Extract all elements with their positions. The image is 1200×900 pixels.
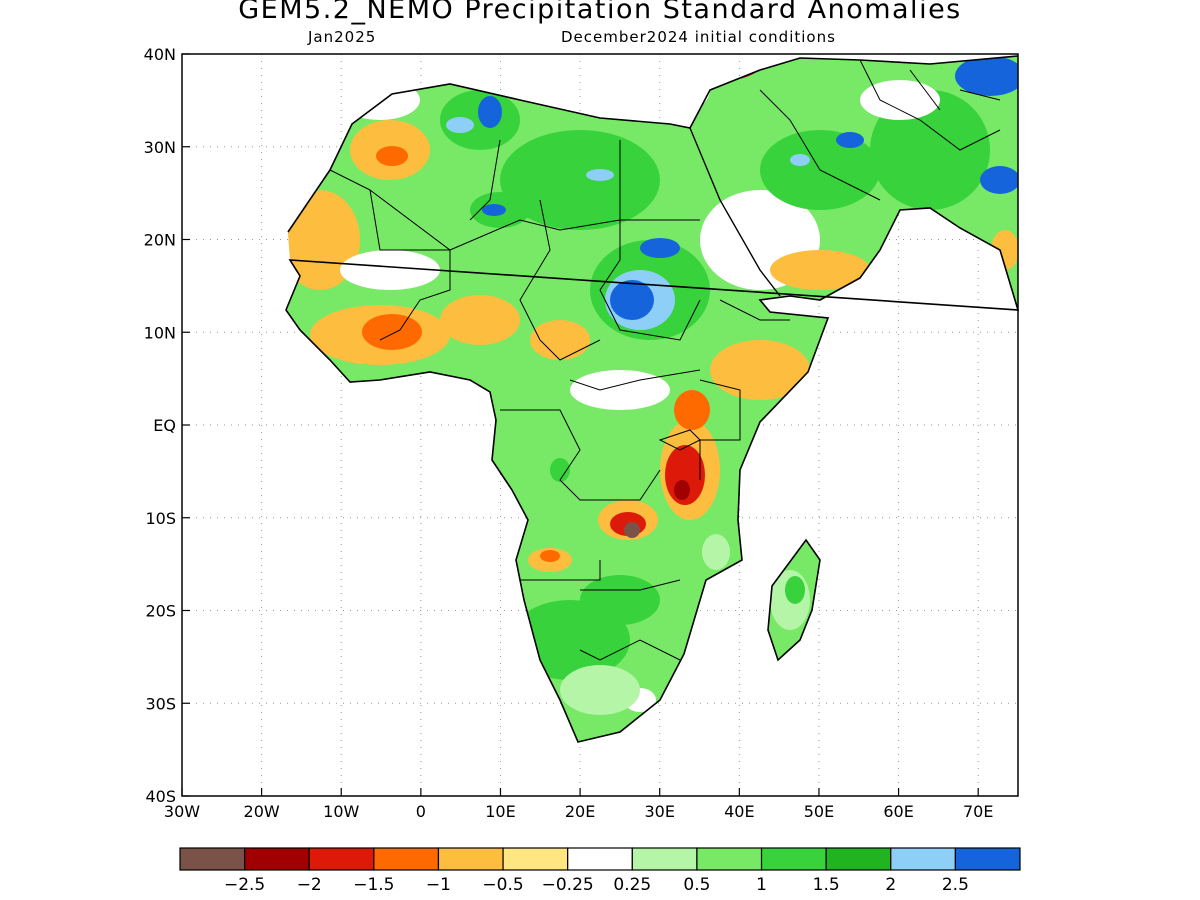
lon-label: 0: [416, 802, 426, 821]
colorbar-swatch: [696, 847, 763, 871]
lat-label: 40N: [144, 45, 176, 64]
colorbar-swatch: [308, 847, 375, 871]
lat-label: 10S: [145, 509, 176, 528]
colorbar-label: −2: [297, 875, 322, 895]
colorbar-label: 0.25: [613, 875, 651, 895]
colorbar-label: 2: [885, 875, 896, 895]
lat-label: 40S: [145, 787, 176, 806]
colorbar-legend: −2.5 −2 −1.5 −1 −0.5 −0.25 0.25 0.5 1 1.5 2 2.5: [179, 847, 1021, 895]
colorbar-swatch: [825, 847, 892, 871]
latitude-ticks: 40N 30N 20N 10N EQ 10S 20S 30S 40S: [144, 45, 190, 806]
colorbar-swatch: [373, 847, 440, 871]
lat-label: 10N: [144, 323, 176, 342]
colorbar-swatch: [437, 847, 504, 871]
colorbar-swatch: [567, 847, 633, 871]
lon-label: 30W: [164, 802, 200, 821]
lat-label: EQ: [153, 416, 176, 435]
lon-label: 30E: [644, 802, 674, 821]
colorbar-swatch: [760, 847, 827, 871]
longitude-ticks: 30W 20W 10W 0 10E 20E 30E 40E 50E 60E 70E: [164, 788, 993, 821]
colorbar-label: 1: [756, 875, 767, 895]
lon-label: 20W: [244, 802, 280, 821]
colorbar-label: −0.5: [482, 875, 523, 895]
forecast-month: Jan2025: [308, 28, 377, 46]
colorbar-swatch: [890, 847, 956, 871]
colorbar-swatch: [954, 847, 1021, 871]
lon-label: 10W: [323, 802, 359, 821]
lon-label: 70E: [963, 802, 993, 821]
colorbar-swatch: [502, 847, 569, 871]
lat-label: 30N: [144, 138, 176, 157]
lon-label: 50E: [804, 802, 834, 821]
colorbar-label: 2.5: [942, 875, 969, 895]
colorbar-label: −1.5: [353, 875, 394, 895]
lat-label: 20S: [145, 602, 176, 621]
lat-label: 20N: [144, 231, 176, 250]
coastlines: [285, 55, 1020, 743]
colorbar-label: −0.25: [542, 875, 594, 895]
colorbar-label: −2.5: [224, 875, 265, 895]
colorbar-label: 1.5: [813, 875, 840, 895]
lat-label: 30S: [145, 694, 176, 713]
lon-label: 10E: [485, 802, 515, 821]
colorbar-label: −1: [426, 875, 451, 895]
colorbar-swatch: [179, 847, 246, 871]
lon-label: 60E: [883, 802, 913, 821]
colorbar-swatch: [244, 847, 310, 871]
lon-label: 20E: [565, 802, 595, 821]
colorbar-swatch: [631, 847, 698, 871]
colorbar-label: 0.5: [683, 875, 710, 895]
lon-label: 40E: [724, 802, 754, 821]
initial-conditions: December2024 initial conditions: [561, 28, 836, 46]
map-title: GEM5.2_NEMO Precipitation Standard Anoma…: [238, 0, 962, 25]
country-borders: [329, 59, 1001, 661]
